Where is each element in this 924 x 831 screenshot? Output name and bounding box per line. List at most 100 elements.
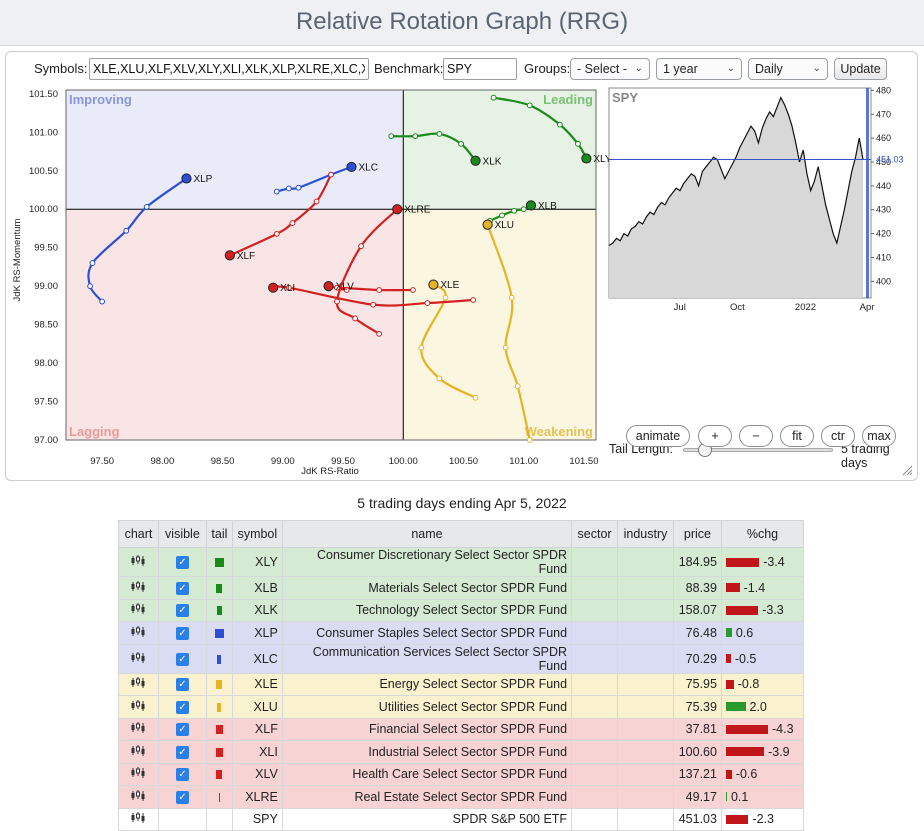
table-row[interactable]: ✓ XLU Utilities Select Sector SPDR Fund 75.…	[118, 695, 805, 719]
chart-cell[interactable]	[118, 643, 159, 674]
animate-button[interactable]: animate	[626, 425, 690, 447]
tail-length-swatch[interactable]	[214, 628, 224, 638]
rrg-series-xli[interactable]: XLI	[268, 282, 477, 308]
tail-length-swatch[interactable]	[215, 725, 223, 735]
tail-length-swatch[interactable]	[216, 606, 222, 616]
zoom-out-button[interactable]: −	[739, 425, 773, 447]
visible-checkbox[interactable]: ✓	[175, 723, 189, 737]
chart-cell[interactable]	[118, 785, 159, 809]
tail-length-slider[interactable]	[683, 443, 833, 457]
tail-cell[interactable]	[205, 643, 233, 674]
tail-cell[interactable]	[205, 785, 233, 809]
chart-cell[interactable]	[118, 717, 159, 741]
table-row[interactable]: ✓ XLRE Real Estate Select Sector SPDR Fund…	[118, 785, 805, 809]
chart-cell[interactable]	[118, 807, 159, 831]
chart-cell[interactable]	[118, 695, 159, 719]
tail-cell[interactable]	[205, 762, 233, 786]
interval-select[interactable]: Daily ⌄	[748, 58, 828, 80]
tail-cell[interactable]	[205, 717, 233, 741]
tail-cell[interactable]	[205, 740, 233, 764]
benchmark-input[interactable]	[443, 58, 517, 80]
col-symbol[interactable]: symbol	[231, 520, 283, 548]
table-row[interactable]: ✓ XLI Industrial Select Sector SPDR Fund 10…	[118, 740, 805, 764]
tail-length-swatch[interactable]	[217, 654, 222, 664]
chart-cell[interactable]	[118, 621, 159, 645]
table-row[interactable]: SPY SPDR S&P 500 ETF 451.03 -2.3	[118, 807, 805, 831]
visible-checkbox[interactable]: ✓	[175, 652, 189, 666]
visible-checkbox[interactable]: ✓	[175, 678, 189, 692]
rrg-series-xlu[interactable]: XLU	[482, 219, 533, 443]
table-row[interactable]: ✓ XLV Health Care Select Sector SPDR Fund 1…	[118, 762, 805, 786]
visible-checkbox[interactable]: ✓	[175, 626, 189, 640]
rrg-head-point[interactable]	[525, 200, 537, 211]
chart-cell[interactable]	[118, 576, 159, 600]
visible-checkbox[interactable]: ✓	[175, 604, 189, 618]
visible-checkbox[interactable]: ✓	[175, 581, 189, 595]
tail-cell[interactable]	[205, 807, 233, 831]
rrg-head-point[interactable]	[392, 204, 403, 215]
col-sector[interactable]: sector	[571, 520, 619, 548]
table-row[interactable]: ✓ XLF Financial Select Sector SPDR Fund 37.…	[118, 717, 805, 741]
col-name[interactable]: name	[281, 520, 573, 548]
visible-checkbox[interactable]: ✓	[175, 745, 189, 759]
tail-length-swatch[interactable]	[218, 792, 220, 802]
rrg-series-xle[interactable]: XLE	[418, 279, 479, 401]
rrg-series-xlre[interactable]: XLRE	[334, 204, 431, 337]
tail-length-swatch[interactable]	[216, 770, 223, 780]
chart-cell[interactable]	[118, 672, 159, 696]
candlestick-chart-icon[interactable]	[131, 651, 145, 663]
rrg-series-xlv[interactable]: XLV	[323, 281, 416, 293]
rrg-series-xlp[interactable]: XLP	[87, 173, 213, 305]
chart-cell[interactable]	[118, 740, 159, 764]
col-chart[interactable]: chart	[118, 520, 159, 548]
chart-cell[interactable]	[118, 598, 159, 622]
rrg-head-point[interactable]	[428, 279, 439, 290]
resize-handle-icon[interactable]	[901, 464, 913, 476]
candlestick-chart-icon[interactable]	[131, 744, 145, 756]
update-button[interactable]: Update	[834, 58, 887, 80]
rrg-head-point[interactable]	[470, 155, 481, 166]
visible-checkbox[interactable]: ✓	[175, 556, 189, 570]
max-button[interactable]: max	[862, 425, 896, 447]
fit-button[interactable]: fit	[780, 425, 814, 447]
rrg-head-point[interactable]	[323, 281, 334, 292]
candlestick-chart-icon[interactable]	[131, 767, 145, 779]
symbols-input[interactable]	[89, 58, 369, 80]
rrg-head-point[interactable]	[224, 250, 235, 261]
col-visible[interactable]: visible	[157, 520, 207, 548]
table-row[interactable]: ✓ XLE Energy Select Sector SPDR Fund 75.95-…	[118, 672, 805, 696]
col-industry[interactable]: industry	[617, 520, 674, 548]
table-row[interactable]: ✓ XLB Materials Select Sector SPDR Fund 88.…	[118, 576, 805, 600]
rrg-series-xlf[interactable]: XLF	[224, 171, 334, 262]
tail-cell[interactable]	[205, 672, 233, 696]
rrg-series-xly[interactable]: XLY	[490, 94, 612, 165]
candlestick-chart-icon[interactable]	[131, 789, 145, 801]
rrg-head-point[interactable]	[268, 282, 279, 293]
candlestick-chart-icon[interactable]	[131, 580, 145, 592]
tail-cell[interactable]	[205, 547, 233, 577]
zoom-in-button[interactable]: +	[698, 425, 732, 447]
candlestick-chart-icon[interactable]	[131, 699, 145, 711]
period-select[interactable]: 1 year ⌄	[656, 58, 742, 80]
candlestick-chart-icon[interactable]	[131, 677, 145, 689]
candlestick-chart-icon[interactable]	[131, 555, 145, 566]
tail-length-swatch[interactable]	[216, 583, 223, 593]
table-row[interactable]: ✓ XLK Technology Select Sector SPDR Fund 15…	[118, 598, 805, 622]
visible-checkbox[interactable]: ✓	[175, 700, 189, 714]
rrg-head-point[interactable]	[482, 219, 493, 230]
tail-cell[interactable]	[205, 695, 233, 719]
col-price[interactable]: price	[672, 520, 722, 548]
candlestick-chart-icon[interactable]	[131, 722, 145, 734]
tail-cell[interactable]	[205, 576, 233, 600]
chart-cell[interactable]	[118, 547, 159, 577]
col-chg[interactable]: %chg	[720, 520, 805, 548]
rrg-series-xlk[interactable]: XLK	[388, 130, 502, 167]
visible-checkbox[interactable]: ✓	[175, 768, 189, 782]
tail-length-swatch[interactable]	[215, 747, 223, 757]
tail-cell[interactable]	[205, 621, 233, 645]
rrg-series-xlb[interactable]: XLB	[487, 200, 558, 224]
rrg-head-point[interactable]	[181, 173, 192, 184]
visible-checkbox[interactable]: ✓	[175, 790, 189, 804]
candlestick-chart-icon[interactable]	[131, 812, 145, 824]
tail-length-swatch[interactable]	[216, 680, 223, 690]
